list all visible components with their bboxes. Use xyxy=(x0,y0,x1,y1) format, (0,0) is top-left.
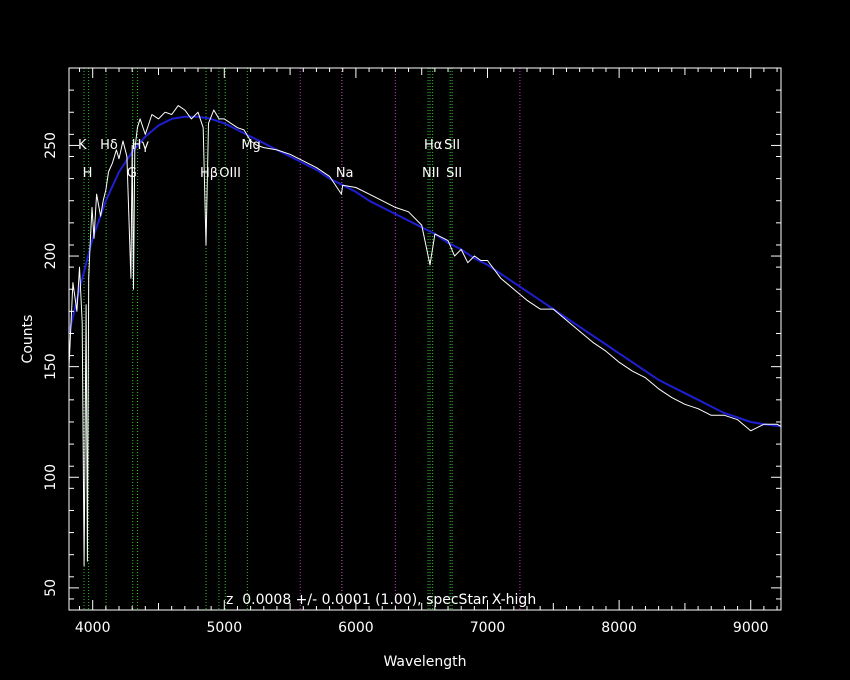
x-tick-label-1: 5000 xyxy=(206,620,242,636)
x-tick-label-4: 8000 xyxy=(601,620,637,636)
y-tick-label-2: 150 xyxy=(43,353,59,380)
line-label-14: Hα xyxy=(424,138,442,153)
line-label-8: Mg xyxy=(241,138,260,153)
x-axis-label: Wavelength xyxy=(383,654,466,670)
spectrum-line xyxy=(68,105,782,567)
plot-frame xyxy=(68,67,782,611)
line-label-7: OIII xyxy=(219,166,241,181)
y-axis-label: Counts xyxy=(20,315,36,364)
y-tick-label-3: 200 xyxy=(43,243,59,270)
line-label-17: SII xyxy=(446,166,462,181)
line-label-5: Hβ xyxy=(200,166,218,181)
line-label-13: NII xyxy=(422,166,439,181)
x-tick-label-3: 7000 xyxy=(470,620,506,636)
line-label-2: Hδ xyxy=(100,138,118,153)
line-label-1: H xyxy=(83,166,93,181)
line-label-10: Na xyxy=(336,166,354,181)
spectrum xyxy=(68,105,782,567)
x-tick-label-0: 4000 xyxy=(75,620,111,636)
line-label-4: Hγ xyxy=(132,138,150,153)
line-label-3: G xyxy=(127,166,137,181)
axis-ticks: 4000 5000 6000 7000 8000 9000 50 100 150 200 250 xyxy=(43,68,781,636)
x-tick-label-5: 9000 xyxy=(733,620,769,636)
line-label-0: K xyxy=(78,138,87,153)
y-tick-label-0: 50 xyxy=(43,579,59,597)
x-tick-label-2: 6000 xyxy=(338,620,374,636)
y-tick-label-1: 100 xyxy=(43,464,59,491)
y-tick-label-4: 250 xyxy=(43,132,59,159)
redshift-annotation: z 0.0008 +/- 0.0001 (1.00), specStar X-h… xyxy=(226,592,536,608)
line-label-16: SII xyxy=(444,138,460,153)
